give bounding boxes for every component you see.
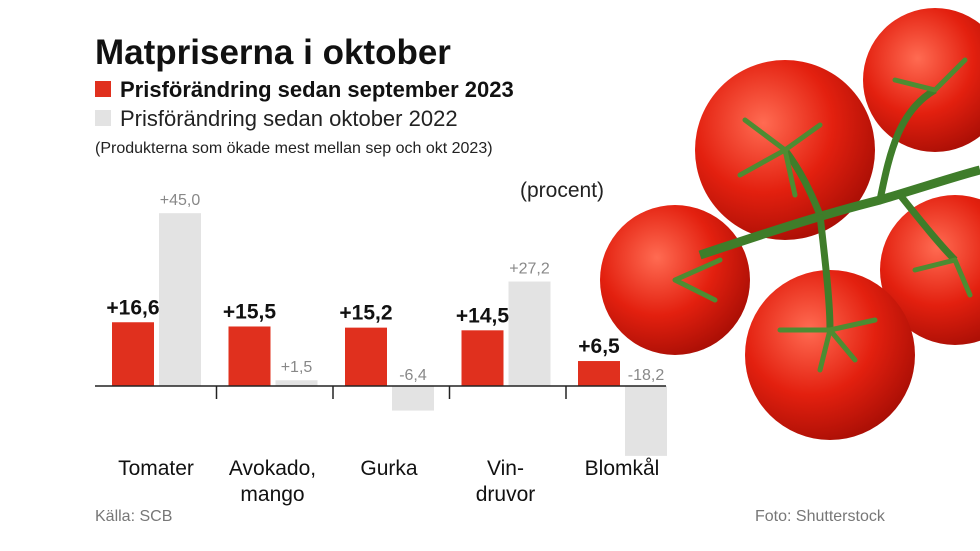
bar [112, 322, 154, 386]
bar [578, 361, 620, 386]
legend-swatch [95, 110, 111, 126]
value-label: +1,5 [281, 359, 313, 376]
value-label: -18,2 [628, 367, 665, 384]
value-label: +27,2 [509, 261, 550, 278]
chart-subtitle: (Produkterna som ökade mest mellan sep o… [95, 140, 493, 157]
value-label: +16,6 [106, 296, 159, 319]
value-label: +15,2 [339, 302, 392, 325]
legend-label: Prisförändring sedan oktober 2022 [120, 106, 458, 131]
bar [159, 213, 201, 386]
legend-label: Prisförändring sedan september 2023 [120, 77, 514, 102]
bar [625, 386, 667, 456]
bar [275, 380, 318, 386]
bar [228, 326, 271, 386]
unit-label: (procent) [520, 179, 604, 202]
x-tick-label: Blomkål [584, 457, 660, 480]
legend-swatch [95, 81, 111, 97]
value-label: -6,4 [399, 367, 427, 384]
value-label: +45,0 [160, 192, 201, 209]
bar [461, 330, 504, 386]
x-tick-label: Gurka [360, 457, 418, 480]
tomato-photo [600, 8, 980, 440]
x-tick-label: Vin- druvor [475, 457, 536, 506]
bar [345, 327, 387, 386]
x-tick-label: Avokado, mango [228, 457, 317, 506]
value-label: +15,5 [223, 300, 276, 323]
chart-title: Matpriserna i oktober [95, 33, 451, 72]
x-tick-label: Tomater [118, 457, 194, 480]
value-label: +14,5 [456, 304, 509, 327]
value-label: +6,5 [578, 335, 620, 358]
bar [392, 386, 434, 411]
source: Källa: SCB [95, 508, 172, 525]
photo-credit: Foto: Shutterstock [755, 508, 886, 525]
bar [508, 281, 551, 386]
